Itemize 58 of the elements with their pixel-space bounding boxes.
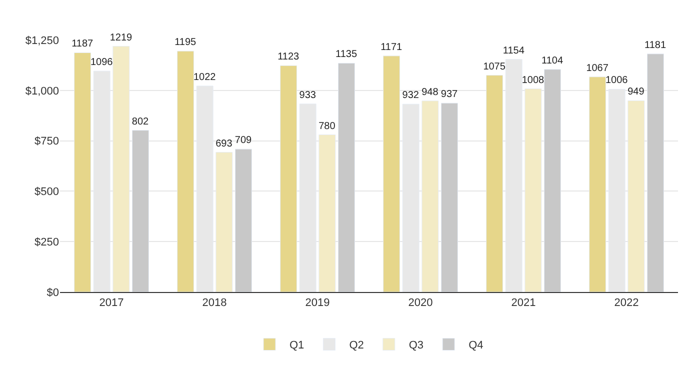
data-label: 1195 [174,37,196,48]
bar [216,152,233,292]
legend-label: Q1 [290,340,304,352]
bar [646,54,664,292]
bar [486,75,504,292]
y-tick-label: $1,250 [25,34,59,47]
bar [589,76,606,292]
data-label: 1006 [606,75,628,86]
data-label: 1096 [90,57,114,68]
data-label: 1154 [502,45,525,56]
bar [338,62,355,292]
bar [234,148,252,292]
legend-label: Q3 [408,340,424,352]
bar [74,52,92,292]
y-tick-label: $500 [34,186,59,198]
data-label: 1008 [522,74,544,86]
bar [544,69,561,292]
x-tick-label: 2020 [408,297,433,310]
x-tick-label: 2019 [305,297,330,310]
bar [628,100,645,292]
x-tick-label: 2021 [511,297,536,310]
bar [383,56,400,292]
data-label: 1022 [194,72,216,83]
bar [422,100,439,292]
data-label: 933 [299,90,316,101]
y-tick-label: $250 [34,236,59,248]
data-label: 1104 [542,55,564,66]
data-label: 780 [318,120,336,132]
data-label: 1067 [586,62,609,74]
legend-label: Q4 [468,340,484,352]
legend-label: Q2 [349,340,364,352]
y-tick-label: $1,000 [25,85,59,98]
data-label: 1219 [110,32,132,44]
data-label: 1171 [380,42,402,53]
y-tick-label: $750 [34,136,59,148]
data-label: 948 [422,86,439,98]
bar [440,102,458,292]
data-label: 1135 [336,49,358,60]
bar [524,88,542,292]
data-label: 1187 [72,38,94,50]
data-label: 693 [216,138,233,150]
bar [318,134,336,292]
bar [177,50,194,292]
data-label: 802 [132,116,150,128]
data-label: 1123 [278,52,300,63]
data-label: 1075 [483,61,506,72]
data-label: 1181 [644,40,666,51]
data-label: 709 [234,135,252,146]
data-label: 949 [628,86,645,98]
data-label: 932 [402,90,420,102]
bar [280,65,298,292]
bar [112,46,130,292]
x-tick-label: 2022 [614,297,639,310]
x-tick-label: 2018 [202,297,227,310]
x-tick-label: 2017 [99,297,124,310]
bar [132,130,149,292]
data-label: 937 [440,89,458,100]
y-tick-label: $0 [46,286,59,299]
